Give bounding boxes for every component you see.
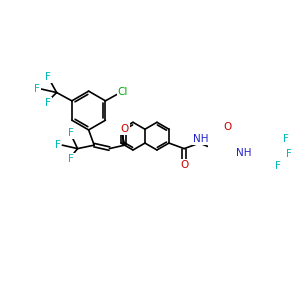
Text: F: F xyxy=(286,149,292,159)
Text: F: F xyxy=(68,128,74,138)
Text: O: O xyxy=(121,124,129,134)
Text: F: F xyxy=(275,161,281,171)
Text: F: F xyxy=(45,72,51,82)
Text: NH: NH xyxy=(193,134,208,144)
Text: O: O xyxy=(223,122,231,132)
Text: F: F xyxy=(55,140,60,150)
Text: F: F xyxy=(34,84,40,94)
Text: O: O xyxy=(180,160,188,170)
Text: Cl: Cl xyxy=(118,87,128,97)
Text: F: F xyxy=(68,154,74,164)
Text: F: F xyxy=(283,134,289,144)
Text: NH: NH xyxy=(236,148,251,158)
Text: F: F xyxy=(45,98,51,108)
